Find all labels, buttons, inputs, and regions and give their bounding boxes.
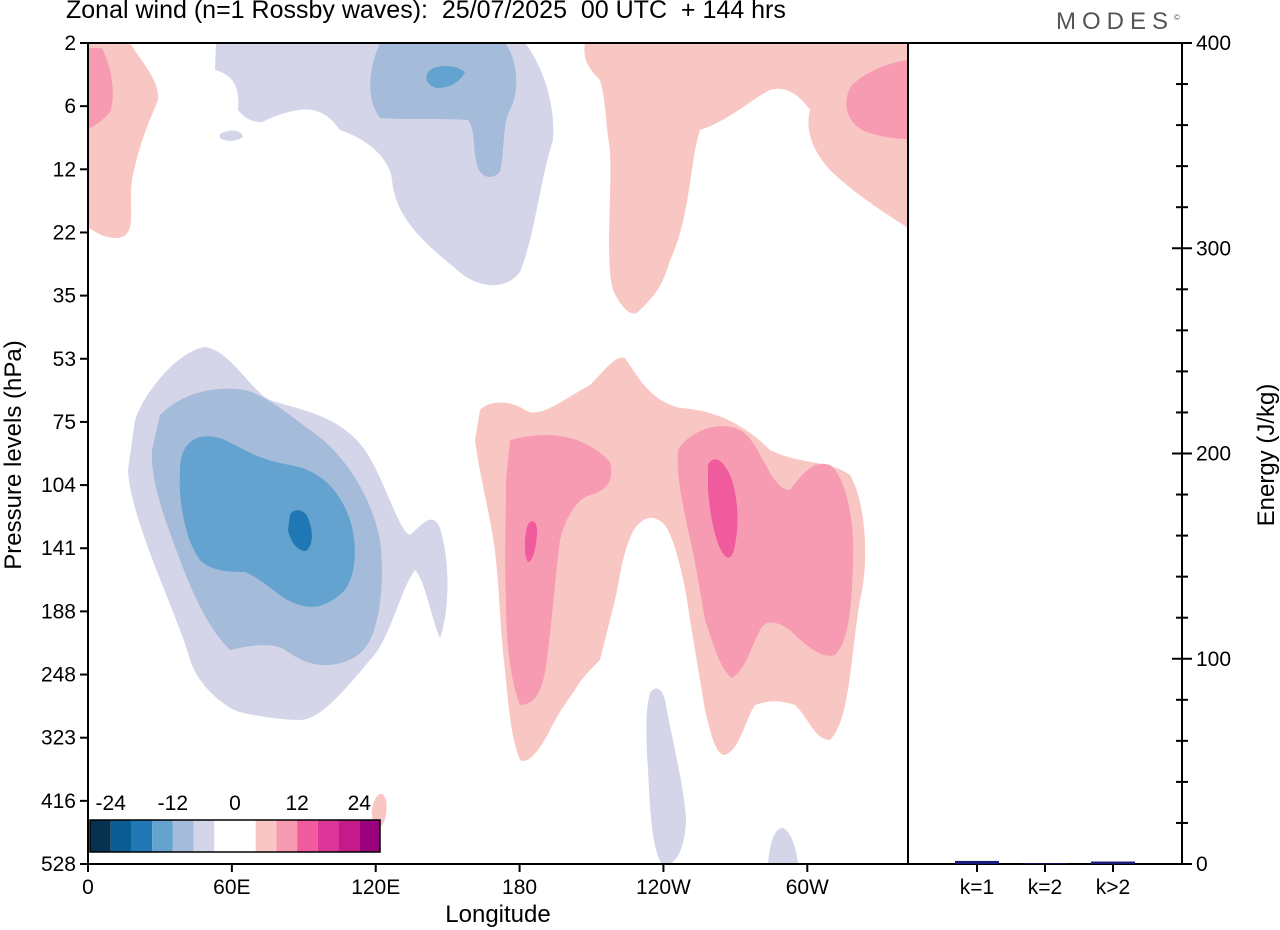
energy-bar [1091, 861, 1135, 864]
energy-category-label: k>2 [1096, 876, 1130, 899]
contour-pos-mid-l2a [505, 434, 612, 705]
energy-tick-label: 400 [1196, 32, 1231, 55]
colorbar-frame [89, 819, 381, 853]
colorbar-label: -24 [96, 792, 127, 815]
energy-tick-label: 0 [1196, 853, 1208, 876]
colorbar-label: 24 [348, 792, 372, 815]
colorbar-swatch [172, 820, 194, 852]
y-tick-label: 2 [64, 32, 76, 55]
energy-axis: 0 100 200 300 400 [1172, 32, 1231, 876]
colorbar-swatch [276, 820, 298, 852]
colorbar-label: 0 [229, 792, 241, 815]
pressure-axis: 2 6 12 22 35 53 75 104 141 188 248 323 416 528 [41, 32, 88, 876]
contour-neg-low-b [768, 828, 798, 864]
energy-category-label: k=1 [960, 876, 994, 899]
y-tick-label: 528 [41, 853, 76, 876]
y-tick-label: 141 [41, 537, 76, 560]
energy-bar [1023, 863, 1067, 864]
y-tick-label: 248 [41, 664, 76, 687]
energy-plot-frame [907, 42, 1183, 865]
y-tick-label: 323 [41, 727, 76, 750]
y-tick-label: 12 [53, 158, 76, 181]
longitude-axis: 0 60E 120E 180 120W 60W [82, 864, 829, 899]
energy-bars: k=1 k=2 k>2 [955, 860, 1135, 899]
contour-pos-mid-l3a [524, 521, 537, 562]
brand-logo: MODES© [1056, 8, 1180, 35]
chart-title: Zonal wind (n=1 Rossby waves): 25/07/202… [66, 0, 786, 24]
colorbar-swatch [152, 820, 173, 852]
energy-tick-label: 200 [1196, 443, 1231, 466]
contour-neg-low-a [646, 688, 686, 864]
contour-pos-upper [584, 43, 908, 314]
contour-neg-upper-l3 [426, 66, 465, 88]
energy-axis-title: Energy (J/kg) [1253, 384, 1280, 527]
x-tick-label: 60W [786, 876, 829, 899]
y-tick-label: 6 [64, 95, 76, 118]
x-tick-label: 180 [502, 876, 537, 899]
contour-pos-upper-core [846, 60, 908, 139]
x-tick-label: 120E [351, 876, 400, 899]
contour-neg-mid-l3 [179, 436, 355, 607]
colorbar-swatch [131, 820, 153, 852]
y-tick-label: 22 [53, 221, 76, 244]
y-tick-label: 416 [41, 790, 76, 813]
y-tick-label: 35 [53, 285, 76, 308]
colorbar-swatch [214, 820, 256, 852]
contour-field [88, 43, 908, 864]
colorbar-label: 12 [285, 792, 308, 815]
energy-category-label: k=2 [1028, 876, 1062, 899]
colorbar-swatch [255, 820, 277, 852]
colorbar-swatch [317, 820, 339, 852]
energy-tick-label: 300 [1196, 237, 1231, 260]
x-tick-label: 60E [213, 876, 250, 899]
colorbar-label: -12 [158, 792, 188, 815]
y-tick-label: 53 [53, 348, 76, 371]
x-tick-label: 0 [82, 876, 94, 899]
contour-pos-topleft-core [88, 48, 113, 130]
colorbar: -24 -12 0 12 24 [89, 792, 381, 853]
colorbar-swatch [110, 820, 132, 852]
contour-pos-mid-l3b [708, 459, 738, 558]
contour-neg-upper-small [220, 130, 243, 141]
x-axis-title: Longitude [445, 901, 550, 928]
colorbar-swatch [193, 820, 215, 852]
x-tick-label: 120W [636, 876, 691, 899]
energy-tick-label: 100 [1196, 648, 1231, 671]
colorbar-swatch [359, 820, 380, 852]
y-axis-title: Pressure levels (hPa) [0, 340, 27, 569]
contour-neg-upper-l2 [370, 43, 517, 177]
colorbar-swatch [338, 820, 360, 852]
colorbar-swatch [90, 820, 111, 852]
y-tick-label: 75 [53, 411, 76, 434]
colorbar-swatch [297, 820, 318, 852]
y-tick-label: 188 [41, 600, 76, 623]
energy-bar [955, 860, 999, 864]
contour-neg-mid-l4 [288, 510, 312, 551]
y-tick-label: 104 [41, 474, 76, 497]
